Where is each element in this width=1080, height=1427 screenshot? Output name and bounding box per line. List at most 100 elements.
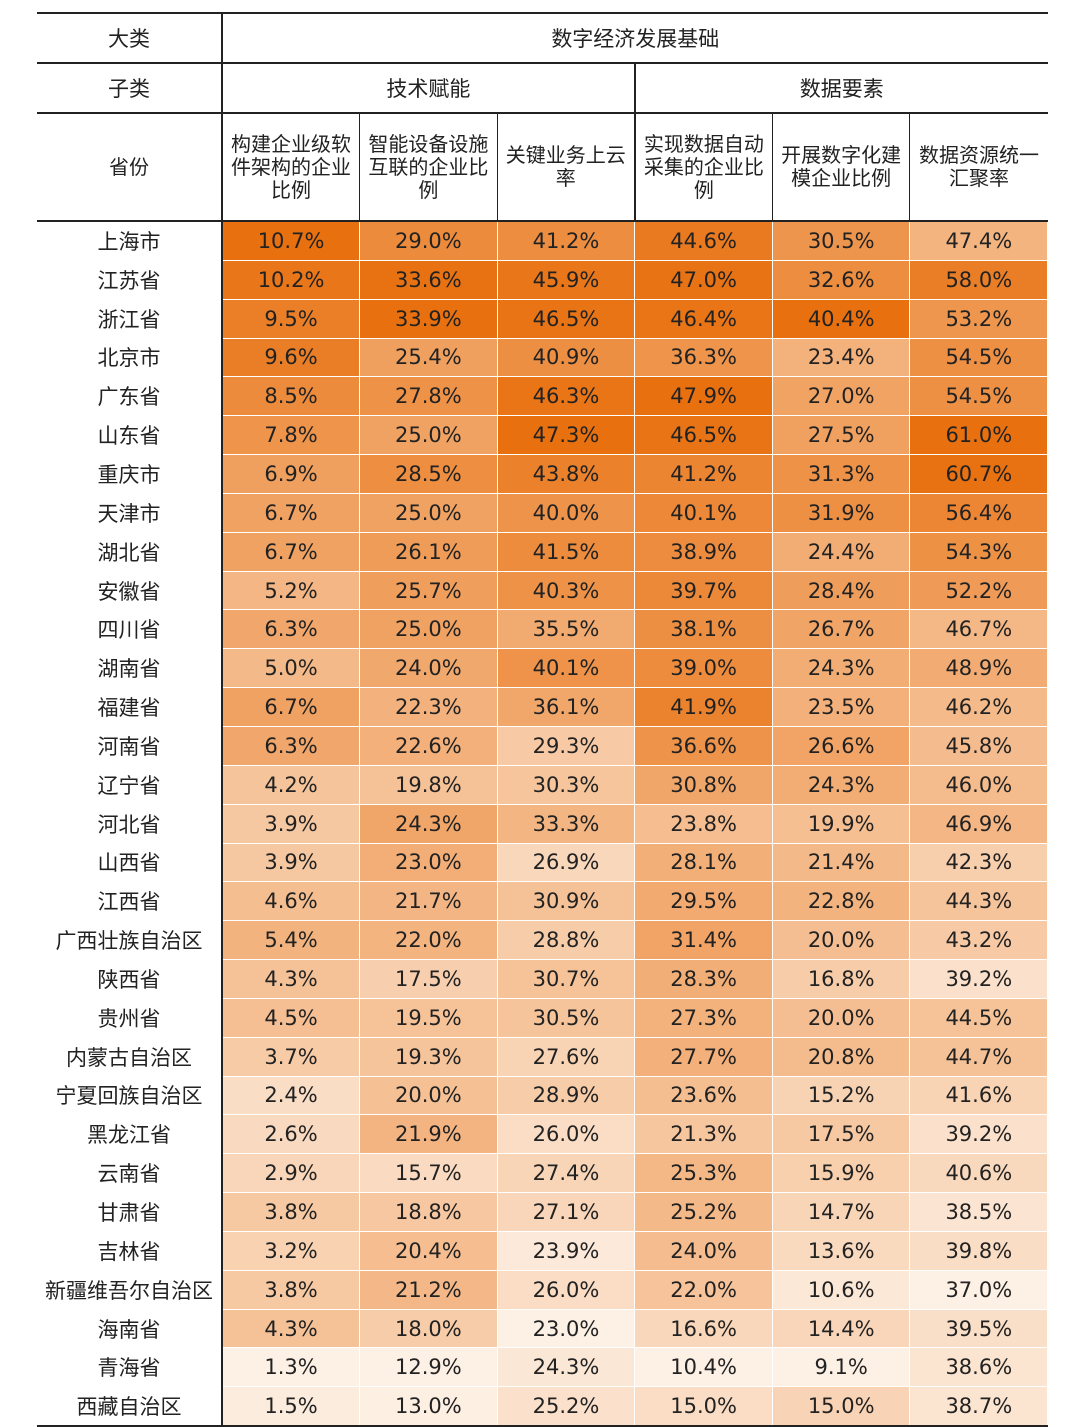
heatmap-cell: 24.4% bbox=[772, 532, 911, 572]
heatmap-cell: 12.9% bbox=[359, 1347, 498, 1388]
heatmap-cell: 28.1% bbox=[634, 843, 773, 883]
heatmap-cell: 38.5% bbox=[909, 1192, 1049, 1232]
province-cell: 云南省 bbox=[37, 1153, 223, 1194]
heatmap-cell: 23.9% bbox=[497, 1231, 636, 1271]
subcategory-data: 数据要素 bbox=[633, 63, 1048, 114]
table-row: 湖北省 6.7% 26.1% 41.5% 38.9% 24.4% 54.3% bbox=[37, 532, 1049, 572]
heatmap-cell: 20.4% bbox=[359, 1231, 498, 1271]
heatmap-cell: 26.6% bbox=[772, 726, 911, 766]
table-row: 江苏省 10.2% 33.6% 45.9% 47.0% 32.6% 58.0% bbox=[37, 260, 1049, 300]
province-cell: 广西壮族自治区 bbox=[37, 920, 223, 961]
heatmap-cell: 31.4% bbox=[634, 920, 773, 961]
category-label: 大类 bbox=[37, 12, 222, 64]
heatmap-cell: 41.2% bbox=[497, 221, 636, 261]
heatmap-table: 大类 数字经济发展基础 子类 技术赋能 数据要素 省份 构建企业级软件架构的企业… bbox=[37, 12, 1049, 1427]
heatmap-cell: 38.1% bbox=[634, 609, 773, 650]
subcategory-label: 子类 bbox=[37, 63, 222, 114]
heatmap-cell: 3.9% bbox=[222, 843, 361, 883]
heatmap-cell: 30.5% bbox=[772, 221, 911, 261]
heatmap-cell: 9.6% bbox=[222, 338, 361, 378]
column-header: 关键业务上云率 bbox=[505, 143, 626, 190]
table-row: 海南省 4.3% 18.0% 23.0% 16.6% 14.4% 39.5% bbox=[37, 1309, 1049, 1349]
heatmap-cell: 1.3% bbox=[222, 1347, 361, 1388]
table-row: 河南省 6.3% 22.6% 29.3% 36.6% 26.6% 45.8% bbox=[37, 726, 1049, 766]
heatmap-cell: 6.7% bbox=[222, 532, 361, 572]
heatmap-cell: 25.0% bbox=[359, 609, 498, 650]
table-row: 新疆维吾尔自治区 3.8% 21.2% 26.0% 22.0% 10.6% 37.0% bbox=[37, 1270, 1049, 1310]
province-cell: 新疆维吾尔自治区 bbox=[37, 1270, 223, 1310]
heatmap-cell: 7.8% bbox=[222, 415, 361, 456]
heatmap-cell: 46.0% bbox=[909, 765, 1049, 805]
heatmap-cell: 24.3% bbox=[359, 804, 498, 844]
heatmap-cell: 28.9% bbox=[497, 1076, 636, 1116]
heatmap-cell: 29.0% bbox=[359, 221, 498, 261]
heatmap-cell: 19.3% bbox=[359, 1037, 498, 1077]
province-cell: 江苏省 bbox=[37, 260, 223, 300]
heatmap-cell: 26.0% bbox=[497, 1270, 636, 1310]
table-row: 天津市 6.7% 25.0% 40.0% 40.1% 31.9% 56.4% bbox=[37, 493, 1049, 533]
heatmap-cell: 47.3% bbox=[497, 415, 636, 456]
heatmap-cell: 40.0% bbox=[497, 493, 636, 533]
province-cell: 广东省 bbox=[37, 376, 223, 417]
table-row: 江西省 4.6% 21.7% 30.9% 29.5% 22.8% 44.3% bbox=[37, 881, 1049, 922]
heatmap-cell: 15.0% bbox=[772, 1386, 911, 1427]
heatmap-cell: 30.5% bbox=[497, 998, 636, 1038]
heatmap-cell: 27.3% bbox=[634, 998, 773, 1038]
heatmap-cell: 24.3% bbox=[497, 1347, 636, 1388]
province-cell: 河南省 bbox=[37, 726, 223, 766]
province-cell: 河北省 bbox=[37, 804, 223, 844]
province-cell: 江西省 bbox=[37, 881, 223, 922]
heatmap-cell: 45.8% bbox=[909, 726, 1049, 766]
heatmap-cell: 54.3% bbox=[909, 532, 1049, 572]
heatmap-cell: 33.3% bbox=[497, 804, 636, 844]
province-cell: 陕西省 bbox=[37, 959, 223, 999]
heatmap-cell: 38.6% bbox=[909, 1347, 1049, 1388]
table-row: 广西壮族自治区 5.4% 22.0% 28.8% 31.4% 20.0% 43.2% bbox=[37, 920, 1049, 961]
heatmap-cell: 46.4% bbox=[634, 299, 773, 339]
table-row: 辽宁省 4.2% 19.8% 30.3% 30.8% 24.3% 46.0% bbox=[37, 765, 1049, 805]
heatmap-cell: 36.1% bbox=[497, 687, 636, 727]
heatmap-cell: 22.8% bbox=[772, 881, 911, 922]
heatmap-cell: 43.2% bbox=[909, 920, 1049, 961]
heatmap-cell: 25.0% bbox=[359, 493, 498, 533]
province-cell: 西藏自治区 bbox=[37, 1386, 223, 1427]
province-cell: 山西省 bbox=[37, 843, 223, 883]
heatmap-cell: 39.5% bbox=[909, 1309, 1049, 1349]
heatmap-cell: 32.6% bbox=[772, 260, 911, 300]
heatmap-cell: 28.8% bbox=[497, 920, 636, 961]
province-cell: 天津市 bbox=[37, 493, 223, 533]
heatmap-cell: 54.5% bbox=[909, 376, 1049, 417]
heatmap-cell: 2.6% bbox=[222, 1114, 361, 1155]
heatmap-cell: 23.0% bbox=[497, 1309, 636, 1349]
heatmap-cell: 35.5% bbox=[497, 609, 636, 650]
heatmap-cell: 40.3% bbox=[497, 571, 636, 611]
heatmap-cell: 6.3% bbox=[222, 609, 361, 650]
province-cell: 湖南省 bbox=[37, 648, 223, 689]
heatmap-cell: 33.9% bbox=[359, 299, 498, 339]
heatmap-cell: 10.2% bbox=[222, 260, 361, 300]
column-header: 实现数据自动采集的企业比例 bbox=[643, 131, 764, 202]
heatmap-cell: 19.8% bbox=[359, 765, 498, 805]
heatmap-cell: 22.0% bbox=[634, 1270, 773, 1310]
heatmap-cell: 26.0% bbox=[497, 1114, 636, 1155]
table-row: 广东省 8.5% 27.8% 46.3% 47.9% 27.0% 54.5% bbox=[37, 376, 1049, 417]
heatmap-cell: 3.8% bbox=[222, 1270, 361, 1310]
heatmap-cell: 45.9% bbox=[497, 260, 636, 300]
heatmap-cell: 43.8% bbox=[497, 454, 636, 494]
heatmap-cell: 38.9% bbox=[634, 532, 773, 572]
table-row: 山西省 3.9% 23.0% 26.9% 28.1% 21.4% 42.3% bbox=[37, 843, 1049, 883]
heatmap-cell: 18.8% bbox=[359, 1192, 498, 1232]
heatmap-cell: 46.5% bbox=[634, 415, 773, 456]
heatmap-cell: 27.1% bbox=[497, 1192, 636, 1232]
heatmap-cell: 4.5% bbox=[222, 998, 361, 1038]
column-header: 数据资源统一汇聚率 bbox=[919, 143, 1040, 190]
heatmap-cell: 27.0% bbox=[772, 376, 911, 417]
heatmap-cell: 22.0% bbox=[359, 920, 498, 961]
heatmap-cell: 14.7% bbox=[772, 1192, 911, 1232]
province-cell: 宁夏回族自治区 bbox=[37, 1076, 223, 1116]
table-row: 浙江省 9.5% 33.9% 46.5% 46.4% 40.4% 53.2% bbox=[37, 299, 1049, 339]
heatmap-cell: 54.5% bbox=[909, 338, 1049, 378]
table-row: 湖南省 5.0% 24.0% 40.1% 39.0% 24.3% 48.9% bbox=[37, 648, 1049, 689]
heatmap-cell: 46.9% bbox=[909, 804, 1049, 844]
heatmap-cell: 16.8% bbox=[772, 959, 911, 999]
